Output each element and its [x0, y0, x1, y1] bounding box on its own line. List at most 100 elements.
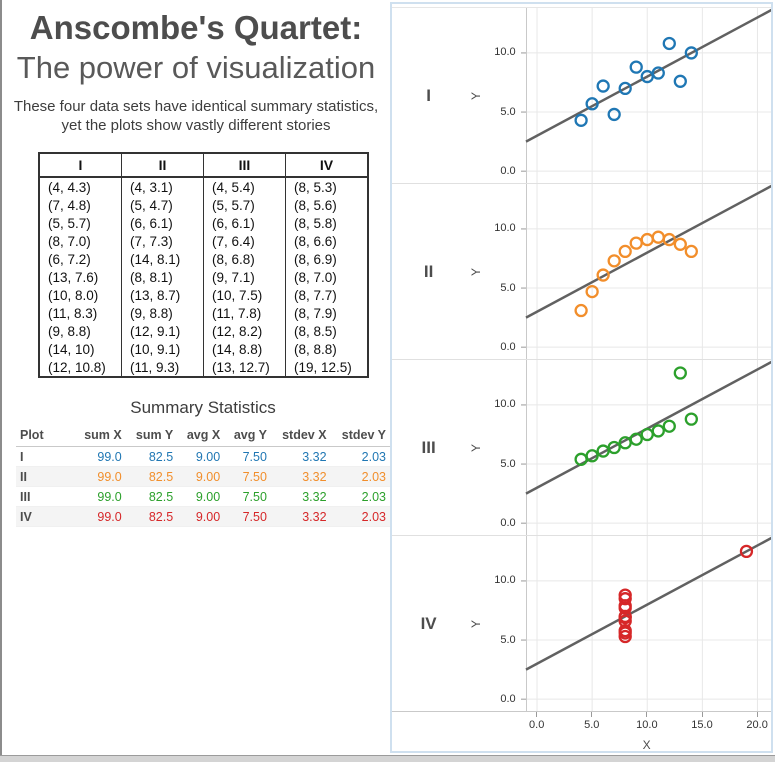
data-point-cell: (6, 6.1) — [121, 214, 204, 232]
summary-stat-value: 9.00 — [177, 446, 225, 467]
summary-stat-value: 2.03 — [330, 446, 390, 467]
data-point-cell: (9, 8.8) — [38, 322, 122, 340]
plot-row-i: I Y 0.0 5.0 10.0 — [392, 8, 771, 184]
summary-column-header: Plot — [16, 425, 74, 447]
scatter-plot-iv[interactable] — [520, 536, 771, 711]
data-point-marker[interactable] — [739, 544, 753, 559]
data-point-marker[interactable] — [607, 440, 621, 455]
y-tick-label: 5.0 — [500, 633, 516, 646]
y-tick-label: 5.0 — [500, 457, 516, 470]
data-point-marker[interactable] — [607, 254, 621, 268]
data-point-cell: (8, 7.7) — [285, 286, 369, 304]
data-point-marker[interactable] — [684, 46, 698, 60]
plot-row-ii: II Y 0.0 5.0 10.0 — [392, 184, 771, 360]
x-tick-label: 10.0 — [636, 719, 658, 731]
data-point-marker[interactable] — [618, 244, 632, 259]
x-tick-mark — [646, 712, 648, 717]
data-table: I II III IV (4, 4.3) (4, 3.1) (4, 5.4) (8, 5.3… — [38, 152, 369, 378]
y-tick-label: 5.0 — [500, 105, 516, 118]
data-point-marker[interactable] — [618, 81, 632, 96]
table-row: (11, 8.3) (9, 8.8) (11, 7.8) (8, 7.9) — [38, 304, 369, 322]
scatter-plot-i[interactable] — [520, 8, 771, 183]
trend-line — [525, 184, 771, 319]
data-table-column-header: I — [38, 152, 122, 178]
data-point-marker[interactable] — [651, 66, 665, 80]
table-row: (8, 7.0) (7, 7.3) (7, 6.4) (8, 6.6) — [38, 232, 369, 250]
data-point-marker[interactable] — [629, 60, 643, 74]
data-point-marker[interactable] — [651, 424, 665, 438]
x-tick-label: 15.0 — [691, 719, 713, 731]
data-point-marker[interactable] — [596, 268, 610, 282]
data-point-cell: (5, 5.7) — [38, 214, 122, 232]
summary-row-i: I 99.0 82.5 9.00 7.50 3.32 2.03 — [16, 446, 390, 467]
data-point-marker[interactable] — [662, 36, 676, 51]
data-point-marker[interactable] — [618, 623, 632, 638]
data-point-cell: (12, 9.1) — [121, 322, 204, 340]
data-point-marker[interactable] — [673, 237, 687, 251]
y-axis-title-text: Y — [469, 619, 484, 628]
summary-stat-value: 99.0 — [74, 506, 126, 527]
table-row: (12, 10.8) (11, 9.3) (13, 12.7) (19, 12.5) — [38, 358, 369, 377]
data-point-marker[interactable] — [574, 303, 588, 318]
data-point-cell: (7, 4.8) — [38, 196, 122, 214]
summary-column-header: stdev X — [270, 425, 331, 447]
summary-stat-value: 7.50 — [224, 506, 271, 527]
data-point-marker[interactable] — [629, 432, 643, 446]
table-row: (5, 5.7) (6, 6.1) (6, 6.1) (8, 5.8) — [38, 214, 369, 232]
data-point-cell: (14, 10) — [38, 340, 122, 358]
data-point-marker[interactable] — [585, 449, 599, 463]
scatter-plot-iii[interactable] — [520, 360, 771, 535]
data-point-cell: (4, 3.1) — [121, 177, 204, 196]
data-point-cell: (8, 6.6) — [285, 232, 369, 250]
plot-row-label: III — [421, 437, 436, 457]
summary-row-label: II — [16, 466, 74, 487]
data-point-cell: (5, 4.7) — [121, 196, 204, 214]
plot-row-iv: IV Y 0.0 5.0 10.0 — [392, 536, 771, 711]
data-point-cell: (7, 6.4) — [203, 232, 286, 250]
summary-row-label: I — [16, 446, 74, 467]
data-point-marker[interactable] — [684, 412, 698, 426]
y-tick-label: 0.0 — [500, 692, 516, 705]
data-point-marker[interactable] — [574, 113, 588, 127]
x-tick-mark — [591, 712, 593, 717]
y-tick-label: 0.0 — [500, 516, 516, 529]
data-point-marker[interactable] — [629, 236, 643, 250]
data-point-marker[interactable] — [673, 366, 687, 380]
data-point-marker[interactable] — [673, 74, 687, 88]
data-point-marker[interactable] — [618, 588, 632, 602]
x-tick-label: 5.0 — [584, 719, 600, 731]
y-axis-title-text: Y — [469, 91, 484, 100]
summary-stat-value: 7.50 — [224, 466, 271, 487]
y-axis-title: Y — [465, 536, 487, 711]
data-point-marker[interactable] — [684, 244, 698, 259]
y-tick-label: 10.0 — [494, 574, 516, 587]
summary-stat-value: 3.32 — [270, 446, 331, 467]
data-point-marker[interactable] — [662, 419, 676, 433]
data-point-marker[interactable] — [585, 97, 599, 111]
table-row: (10, 8.0) (13, 8.7) (10, 7.5) (8, 7.7) — [38, 286, 369, 304]
summary-stat-value: 9.00 — [177, 506, 225, 527]
page-subtitle-line: The power of visualization — [16, 50, 376, 85]
data-point-cell: (9, 8.8) — [121, 304, 204, 322]
data-point-marker[interactable] — [607, 107, 621, 122]
summary-stat-value: 82.5 — [125, 486, 178, 507]
data-point-cell: (12, 8.2) — [203, 322, 286, 340]
table-row: (7, 4.8) (5, 4.7) (5, 5.7) (8, 5.6) — [38, 196, 369, 214]
summary-stat-value: 2.03 — [330, 506, 390, 527]
data-point-cell: (8, 8.8) — [285, 340, 369, 358]
summary-title: Summary Statistics — [130, 398, 276, 417]
data-point-cell: (6, 7.2) — [38, 250, 122, 268]
data-point-marker[interactable] — [585, 284, 599, 299]
summary-row-label: IV — [16, 506, 74, 527]
scatter-plot-ii[interactable] — [520, 184, 771, 359]
summary-stat-value: 3.32 — [270, 506, 331, 527]
summary-table-body: I 99.0 82.5 9.00 7.50 3.32 2.03 II 99.0 82.5 9.00 7… — [16, 446, 390, 527]
charts-panel: I Y 0.0 5.0 10.0 II Y 0.0 5.0 10.0 III Y 0.0 5.0 10.0 I… — [390, 2, 773, 753]
data-point-marker[interactable] — [651, 230, 665, 244]
summary-column-header: avg X — [177, 425, 225, 447]
data-point-cell: (6, 6.1) — [203, 214, 286, 232]
data-point-cell: (19, 12.5) — [285, 358, 369, 377]
data-point-marker[interactable] — [596, 79, 610, 93]
